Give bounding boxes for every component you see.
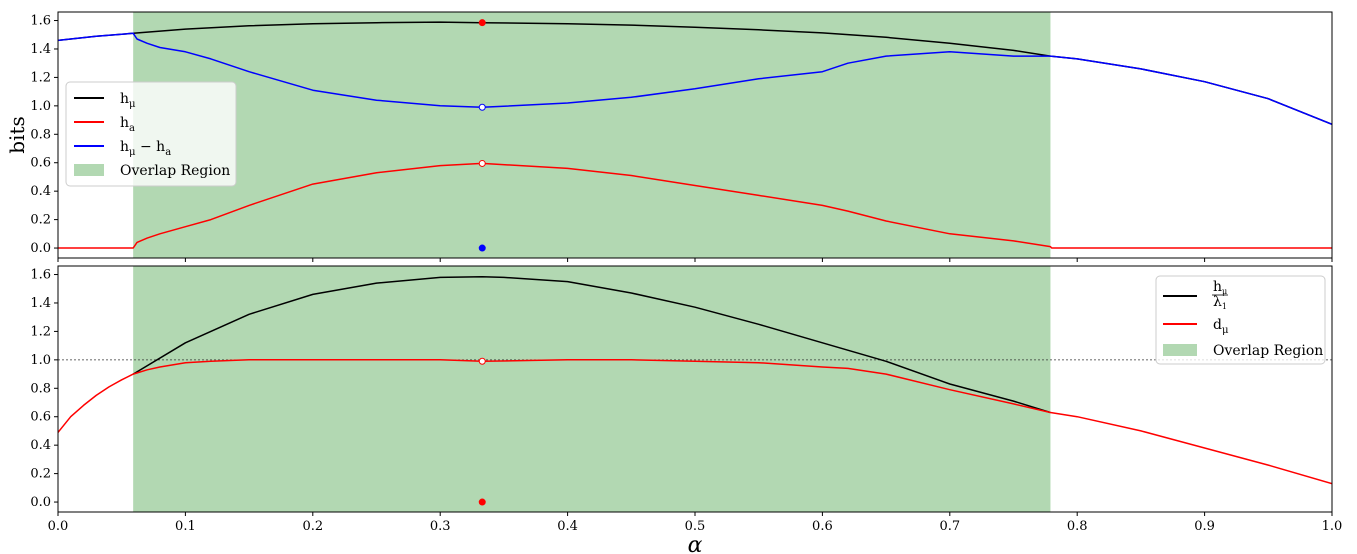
bottom-marker-1 <box>478 498 486 506</box>
bottom-xtick-label: 0.6 <box>812 519 833 534</box>
bottom-marker-0 <box>478 357 486 365</box>
top-marker-3 <box>478 244 486 252</box>
top-series-line-1 <box>58 162 1332 249</box>
bottom-series-line-0 <box>132 275 1051 414</box>
bottom-xtick-label: 0.8 <box>1067 519 1088 534</box>
bottom-xtick-label: 0.3 <box>430 519 451 534</box>
legend-label-overlap-bottom: Overlap Region <box>1213 343 1323 359</box>
bottom-xtick-label: 0.7 <box>939 519 960 534</box>
legend-label-h-mu-over-lambda: hμ λ1 <box>1212 279 1228 311</box>
top-panel: 0.0 0.2 0.4 0.6 0.8 1.0 1.2 1.4 1.6 bits hμ ha h… <box>5 11 1333 262</box>
bottom-xtick-label: 0.4 <box>557 519 578 534</box>
top-ylabel: bits <box>5 116 29 154</box>
bottom-ytick-label: 1.0 <box>30 353 51 368</box>
top-marker-1 <box>478 103 486 111</box>
top-ytick-label: 1.6 <box>30 14 51 29</box>
bottom-panel: 0.0 0.2 0.4 0.6 0.8 1.0 1.2 1.4 1.6 0.0 0.1 0.2 0.3… <box>30 265 1343 554</box>
top-marker-0 <box>478 19 486 27</box>
top-ytick-label: 0.6 <box>30 156 51 171</box>
bottom-xtick-label: 0.9 <box>1194 519 1215 534</box>
bottom-xtick-label: 0.0 <box>48 519 69 534</box>
top-ytick-label: 0.2 <box>30 213 51 228</box>
bottom-ytick-label: 1.4 <box>30 296 51 311</box>
top-ytick-label: 0.0 <box>30 241 51 256</box>
top-series-line-2 <box>58 32 1332 125</box>
bottom-xtick-label: 0.2 <box>302 519 323 534</box>
bottom-ytick-label: 1.6 <box>30 268 51 283</box>
bottom-legend: hμ λ1 dμ Overlap Region <box>1155 275 1326 365</box>
top-overlap-region <box>133 12 1051 258</box>
top-ytick-label: 1.2 <box>30 70 51 85</box>
legend-label-overlap-top: Overlap Region <box>120 163 230 179</box>
bottom-ytick-label: 0.2 <box>30 467 51 482</box>
bottom-ytick-label: 0.6 <box>30 410 51 425</box>
bottom-xlabel: α <box>688 533 703 554</box>
bottom-xtick-label: 1.0 <box>1322 519 1343 534</box>
top-marker-2 <box>478 159 486 167</box>
bottom-ytick-label: 0.0 <box>30 495 51 510</box>
bottom-overlap-region <box>133 266 1051 512</box>
bottom-ytick-label: 1.2 <box>30 324 51 339</box>
bottom-xtick-label: 0.1 <box>175 519 196 534</box>
top-ytick-label: 1.0 <box>30 99 51 114</box>
bottom-ytick-label: 0.8 <box>30 381 51 396</box>
top-ytick-label: 0.8 <box>30 127 51 142</box>
top-ytick-label: 0.4 <box>30 184 51 199</box>
bottom-ytick-label: 0.4 <box>30 438 51 453</box>
top-legend: hμ ha hμ − ha Overlap Region <box>65 81 237 187</box>
bottom-xtick-label: 0.5 <box>685 519 706 534</box>
top-ytick-label: 1.4 <box>30 42 51 57</box>
